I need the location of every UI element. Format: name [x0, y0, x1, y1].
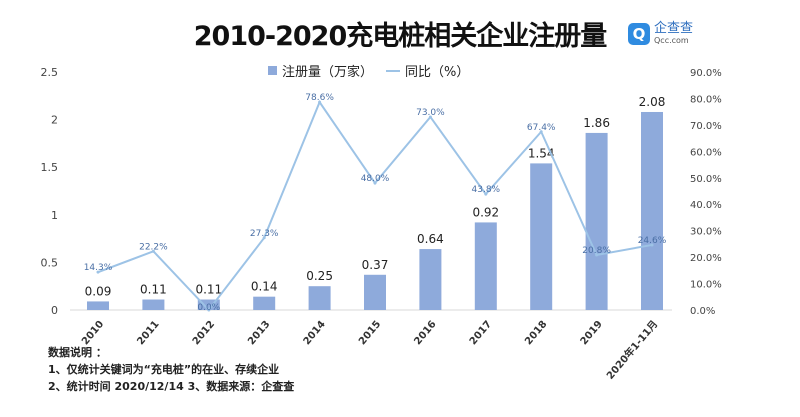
left-tick-label: 2	[51, 114, 58, 127]
bar-value-label: 0.09	[85, 284, 112, 298]
logo-name: 企查查	[654, 21, 694, 36]
logo-domain: Qcc.com	[654, 36, 689, 45]
right-tick-label: 70.0%	[690, 121, 722, 132]
bar	[87, 301, 109, 310]
yoy-point	[428, 115, 432, 119]
x-tick-label: 2011	[135, 319, 161, 347]
yoy-value-label: 48.0%	[361, 174, 390, 184]
x-tick-label: 2014	[302, 319, 328, 347]
yoy-value-label: 22.2%	[139, 242, 168, 252]
legend-line-label: 同比（%）	[405, 65, 470, 80]
bar	[419, 249, 442, 310]
x-tick-label: 2017	[468, 319, 494, 347]
bar	[585, 132, 608, 310]
bar-value-label: 0.37	[362, 258, 389, 272]
bar-value-label: 2.08	[639, 95, 666, 109]
legend-bar-label: 注册量（万家）	[282, 65, 374, 80]
right-tick-label: 90.0%	[690, 68, 722, 79]
yoy-value-label: 27.3%	[250, 229, 279, 239]
left-tick-label: 0.5	[41, 256, 59, 269]
notes-line-2: 2、统计时间 2020/12/14 3、数据来源：企查查	[48, 380, 295, 393]
yoy-value-label: 14.3%	[84, 263, 113, 273]
bar	[253, 296, 276, 310]
x-tick-label: 2012	[191, 319, 217, 347]
left-tick-label: 0	[51, 304, 58, 317]
yoy-point	[595, 253, 599, 257]
qcc-logo: Q 企查查 Qcc.com	[628, 22, 693, 45]
right-tick-label: 0.0%	[690, 306, 715, 317]
x-tick-label: 2015	[357, 319, 383, 347]
yoy-value-label: 67.4%	[527, 123, 556, 133]
bar-value-label: 1.86	[583, 116, 610, 130]
bar	[142, 299, 165, 310]
bar-value-label: 0.11	[140, 283, 167, 297]
notes-line-1: 1、仅统计关键词为“充电桩”的在业、存续企业	[48, 363, 280, 376]
bar-value-label: 0.25	[306, 269, 333, 283]
yoy-value-label: 24.6%	[638, 236, 667, 246]
right-tick-label: 80.0%	[690, 94, 722, 105]
bar-value-label: 0.64	[417, 232, 444, 246]
legend-line-swatch	[386, 69, 401, 72]
bar-value-label: 0.92	[472, 205, 499, 219]
right-tick-label: 40.0%	[690, 200, 722, 211]
logo-icon: Q	[628, 22, 650, 45]
yoy-point	[650, 243, 654, 247]
yoy-point	[207, 308, 211, 312]
left-tick-label: 2.5	[41, 66, 59, 79]
yoy-value-label: 73.0%	[416, 108, 445, 118]
bar	[474, 222, 497, 310]
x-tick-label: 2016	[412, 319, 438, 347]
legend: 注册量（万家） 同比（%）	[268, 61, 469, 80]
left-tick-label: 1.5	[41, 161, 59, 174]
right-tick-label: 20.0%	[690, 253, 722, 264]
legend-bar-swatch	[268, 66, 277, 75]
yoy-point	[151, 249, 155, 253]
chart-title: 2010-2020充电桩相关企业注册量	[193, 21, 608, 52]
x-tick-label: 2013	[246, 319, 272, 347]
data-notes: 数据说明 ： 1、仅统计关键词为“充电桩”的在业、存续企业 2、统计时间 202…	[48, 344, 294, 395]
yoy-value-label: 0.0%	[197, 303, 220, 313]
right-tick-label: 10.0%	[690, 280, 722, 291]
left-tick-label: 1	[51, 209, 58, 222]
bar	[641, 111, 663, 310]
x-tick-label: 2020年1-11月	[604, 318, 661, 382]
right-tick-label: 60.0%	[690, 147, 722, 158]
right-tick-label: 50.0%	[690, 174, 722, 185]
yoy-point	[484, 192, 488, 196]
yoy-point	[318, 100, 322, 104]
yoy-value-label: 20.8%	[582, 246, 611, 256]
bar	[308, 286, 331, 310]
yoy-value-label: 78.6%	[305, 93, 334, 103]
bar-value-label: 0.11	[195, 283, 222, 297]
right-tick-label: 30.0%	[690, 227, 722, 238]
yoy-point	[262, 236, 266, 240]
bar	[364, 274, 386, 310]
yoy-point	[539, 130, 543, 134]
bar-value-label: 0.14	[251, 280, 278, 294]
notes-heading: 数据说明 ：	[48, 346, 107, 359]
yoy-value-label: 43.8%	[472, 185, 501, 195]
yoy-point	[373, 181, 377, 185]
x-tick-label: 2010	[80, 319, 106, 347]
bar	[530, 163, 553, 310]
yoy-point	[96, 270, 100, 274]
bar	[197, 299, 220, 310]
x-tick-label: 2018	[523, 319, 549, 347]
bar-value-label: 1.54	[528, 146, 555, 160]
x-tick-label: 2019	[579, 319, 605, 347]
